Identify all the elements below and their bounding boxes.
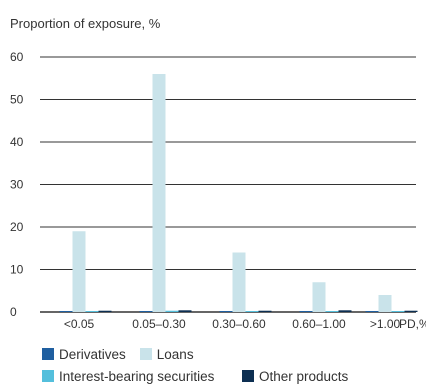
bar-other-products bbox=[178, 310, 192, 312]
legend-row: Interest-bearing securities Other produc… bbox=[42, 365, 422, 387]
bar-derivatives bbox=[219, 311, 233, 312]
legend: Derivatives Loans Interest-bearing secur… bbox=[42, 343, 422, 387]
bar-derivatives bbox=[365, 311, 379, 312]
bar-other-products bbox=[98, 310, 112, 312]
legend-row: Derivatives Loans bbox=[42, 343, 422, 365]
bar-derivatives bbox=[59, 311, 73, 312]
bar-interest-bearing-securities bbox=[165, 310, 179, 312]
bar-chart: Proportion of exposure, % 0102030405060 … bbox=[10, 16, 426, 331]
bar-interest-bearing-securities bbox=[325, 311, 339, 312]
bar-interest-bearing-securities bbox=[391, 311, 405, 312]
legend-item-loans: Loans bbox=[139, 346, 194, 362]
bar-loans bbox=[378, 295, 392, 312]
x-tick-label: 0.05–0.30 bbox=[132, 317, 186, 331]
legend-item-derivatives: Derivatives bbox=[42, 347, 126, 362]
legend-item-other-products: Other products bbox=[242, 369, 348, 384]
x-tick-labels: <0.05 0.05–0.30 0.30–0.60 0.60–1.00 >1.00 bbox=[64, 317, 401, 331]
x-tick-label: >1.00 bbox=[370, 317, 401, 331]
legend-label-interest-bearing-securities: Interest-bearing securities bbox=[59, 368, 215, 384]
x-tick-label: 0.60–1.00 bbox=[292, 317, 346, 331]
bar-loans bbox=[312, 282, 326, 312]
y-tick-label: 30 bbox=[10, 178, 24, 192]
gridlines bbox=[40, 56, 416, 313]
legend-swatch-loans bbox=[139, 348, 152, 360]
bar-derivatives bbox=[139, 311, 153, 312]
x-tick-label: <0.05 bbox=[64, 317, 95, 331]
bar-interest-bearing-securities bbox=[245, 311, 259, 312]
bar-other-products bbox=[338, 310, 352, 312]
x-tick-label: 0.30–0.60 bbox=[212, 317, 266, 331]
y-tick-label: 40 bbox=[10, 135, 24, 149]
bar-loans bbox=[72, 231, 86, 312]
bar-other-products bbox=[404, 310, 418, 312]
legend-label-loans: Loans bbox=[156, 346, 194, 362]
y-tick-label: 0 bbox=[10, 305, 17, 319]
legend-label-other-products: Other products bbox=[259, 368, 349, 384]
bar-loans bbox=[232, 252, 246, 312]
y-tick-label: 20 bbox=[10, 220, 24, 234]
bar-derivatives bbox=[299, 311, 313, 312]
y-tick-labels: 0 10 20 30 40 50 60 bbox=[10, 50, 24, 319]
bar-loans bbox=[152, 74, 166, 312]
legend-swatch-other-products bbox=[242, 370, 254, 382]
y-tick-label: 60 bbox=[10, 50, 24, 64]
y-axis-title: Proportion of exposure, % bbox=[10, 16, 161, 31]
bars bbox=[59, 74, 418, 312]
y-tick-label: 50 bbox=[10, 93, 24, 107]
legend-item-interest-bearing-securities: Interest-bearing securities bbox=[42, 369, 242, 384]
bar-other-products bbox=[258, 310, 272, 312]
bar-interest-bearing-securities bbox=[85, 311, 99, 312]
legend-swatch-interest-bearing-securities bbox=[42, 370, 54, 382]
legend-swatch-derivatives bbox=[42, 348, 54, 360]
x-axis-title: PD,% bbox=[399, 317, 426, 331]
legend-label-derivatives: Derivatives bbox=[59, 346, 126, 362]
y-tick-label: 10 bbox=[10, 263, 24, 277]
